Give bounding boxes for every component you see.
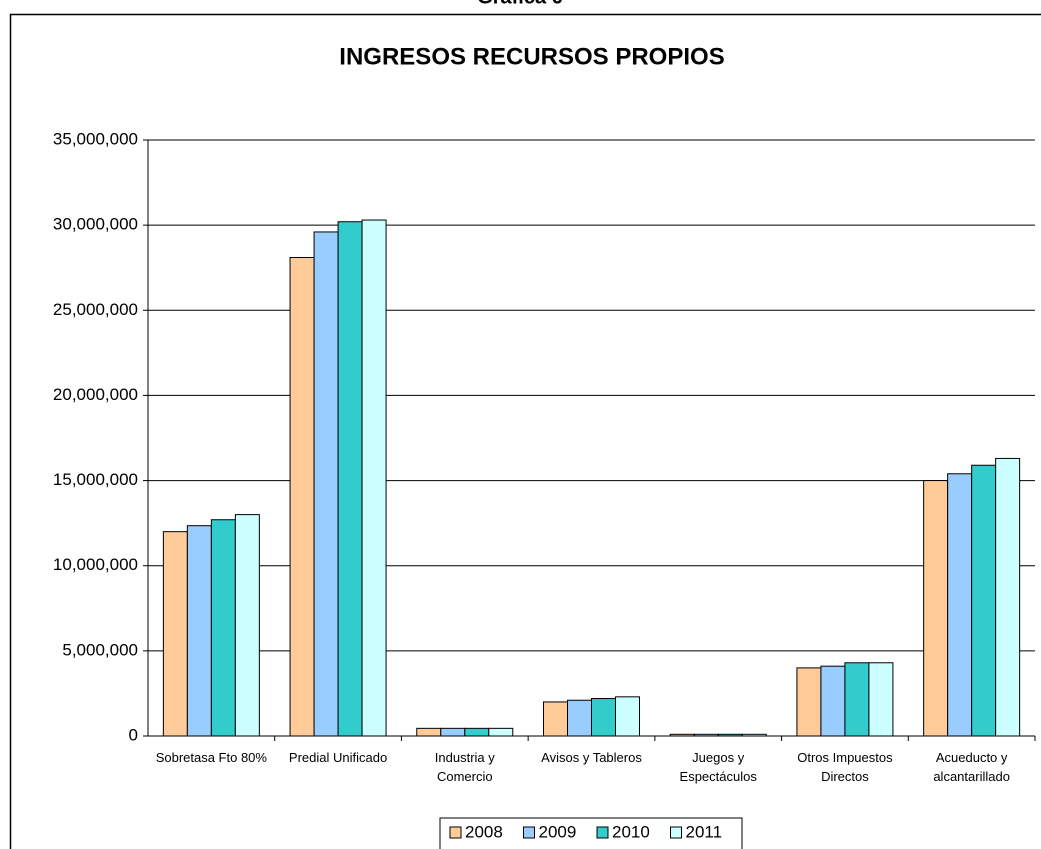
- bar: [947, 473, 973, 737]
- bar: [796, 667, 822, 737]
- bar: [868, 662, 894, 737]
- y-tick-label: 30,000,000: [53, 215, 138, 234]
- bar: [186, 525, 212, 737]
- x-tick-label: Juegos y Espectáculos: [679, 750, 757, 784]
- y-tick-label: 20,000,000: [53, 385, 138, 404]
- bar: [337, 221, 363, 737]
- legend-swatch: [449, 826, 462, 839]
- bar: [234, 514, 260, 737]
- figure-label: Gráfica 6: [477, 0, 563, 8]
- bar: [971, 464, 997, 737]
- bar: [717, 733, 743, 737]
- x-tick-label: Acueducto y alcantarillado: [933, 750, 1010, 784]
- bar: [741, 733, 767, 737]
- bar: [693, 733, 719, 737]
- bar: [313, 231, 339, 737]
- legend-swatch: [523, 826, 535, 839]
- legend-box: [439, 817, 743, 849]
- x-tick-label: Predial Unificado: [288, 750, 388, 765]
- legend-swatch: [670, 826, 682, 839]
- bar: [567, 699, 592, 737]
- bar: [289, 256, 315, 737]
- bar: [210, 519, 236, 737]
- bar: [488, 727, 514, 737]
- y-tick-label: 10,000,000: [53, 555, 138, 574]
- chart-frame: [9, 13, 1041, 849]
- chart-title: INGRESOS RECURSOS PROPIOS: [339, 43, 724, 70]
- legend-label: 2010: [612, 822, 650, 841]
- bar: [995, 457, 1021, 737]
- bar: [162, 531, 188, 737]
- bar: [416, 727, 442, 737]
- legend-label: 2011: [686, 822, 723, 841]
- x-tick-label: Industria y Comercio: [434, 750, 495, 784]
- x-tick-label: Sobretasa Fto 80%: [155, 750, 267, 765]
- bar: [669, 733, 695, 737]
- bar: [844, 662, 870, 737]
- legend-swatch: [596, 826, 609, 839]
- y-tick-label: 35,000,000: [53, 129, 138, 148]
- bar: [615, 696, 640, 737]
- bar: [464, 727, 490, 737]
- bar: [591, 698, 616, 737]
- y-tick-label: 5,000,000: [62, 640, 138, 659]
- bar: [543, 701, 568, 737]
- x-tick-label: Otros Impuestos Directos: [797, 750, 893, 784]
- bar: [820, 665, 846, 737]
- bar: [923, 480, 949, 737]
- legend-label: 2009: [539, 822, 577, 841]
- y-tick-label: 15,000,000: [53, 470, 138, 489]
- y-tick-label: 25,000,000: [53, 300, 138, 319]
- bar: [440, 727, 466, 737]
- bar: [361, 219, 387, 737]
- legend-label: 2008: [465, 822, 503, 841]
- x-tick-label: Avisos y Tableros: [541, 750, 642, 765]
- y-tick-label: 0: [129, 725, 138, 744]
